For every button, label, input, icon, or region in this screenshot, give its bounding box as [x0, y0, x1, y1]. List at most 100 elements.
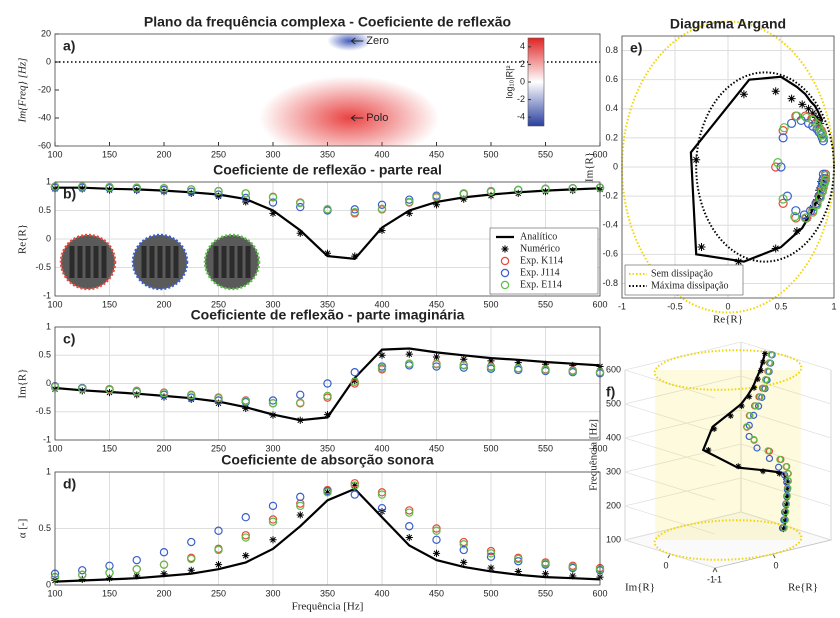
circle-marker: [514, 364, 523, 373]
asterisk-marker: [432, 549, 441, 557]
panel-title: Plano da frequência complexa - Coeficien…: [144, 14, 511, 30]
circle-marker: [750, 411, 758, 419]
asterisk-marker: [187, 566, 195, 574]
y-tick-label: 0.5: [38, 205, 51, 215]
y-tick-label: -0.4: [602, 220, 618, 230]
x-tick-label: 1: [831, 301, 836, 311]
sample-slot: [213, 246, 219, 278]
asterisk-marker: [460, 355, 468, 363]
asterisk-marker: [541, 570, 550, 578]
circle-marker: [784, 470, 792, 478]
colorbar-tick-label: -4: [517, 112, 525, 122]
y-axis-label: Im{R}: [584, 152, 596, 182]
panel-title: Coeficiente de absorção sonora: [221, 452, 434, 468]
circle-marker: [764, 447, 772, 455]
circle-marker: [746, 411, 754, 420]
z-axis-label: Frequência [Hz]: [588, 419, 600, 491]
circle-marker: [784, 484, 792, 492]
x-tick-label: 400: [374, 443, 389, 453]
sample-slot: [237, 246, 243, 278]
cylinder-ring: [653, 519, 803, 561]
circle-marker: [350, 205, 359, 214]
circle-marker: [405, 195, 414, 204]
x-tick-label: 600: [592, 149, 607, 159]
colorbar-label: log₁₀|R|²: [504, 66, 514, 99]
y-tick-label: -20: [38, 84, 51, 94]
y-tick-label: 0.2: [605, 132, 618, 142]
legend-box: [624, 264, 744, 296]
asterisk-marker: [460, 195, 468, 203]
circle-marker: [541, 365, 550, 375]
asterisk-marker: [757, 367, 764, 374]
circle-marker: [323, 379, 332, 388]
circle-marker: [782, 508, 790, 516]
x-tick-label: 550: [538, 588, 553, 598]
x-tick-label: 400: [374, 149, 389, 159]
x-tick-label: 0: [725, 301, 730, 311]
y-tick-label: 0.5: [38, 350, 51, 360]
circle-marker: [432, 535, 441, 545]
sample-slot: [101, 246, 107, 278]
z-tick-label: 200: [606, 500, 621, 510]
circle-marker: [486, 546, 496, 556]
circle-marker: [775, 463, 783, 471]
x-tick-label: 300: [265, 443, 280, 453]
asterisk-marker: [697, 243, 706, 252]
circle-marker: [754, 402, 763, 410]
circle-marker: [820, 171, 831, 181]
circle-marker: [791, 206, 801, 216]
asterisk-marker: [269, 209, 277, 217]
circle-marker: [350, 208, 359, 217]
circle-marker: [812, 120, 822, 130]
asterisk-marker: [734, 257, 743, 266]
annotation-arrow: [350, 37, 364, 45]
circle-marker: [779, 123, 789, 133]
circle-marker: [377, 503, 387, 513]
panel-label: d): [63, 476, 76, 492]
circle-marker: [296, 398, 305, 407]
circle-marker: [268, 399, 278, 408]
sample-slot: [85, 246, 91, 278]
asterisk-marker: [738, 403, 745, 410]
legend-swatch: [500, 268, 510, 278]
asterisk-marker: [735, 463, 742, 470]
asterisk-marker: [514, 567, 522, 576]
y-tick-label: -0.5: [35, 406, 51, 416]
circle-marker: [296, 501, 305, 511]
x-tick-label: 500: [483, 588, 498, 598]
circle-marker: [812, 200, 822, 210]
asterisk-marker: [242, 404, 250, 412]
heat-layer: [259, 34, 440, 146]
asterisk-marker: [815, 186, 824, 195]
circle-marker: [323, 391, 332, 401]
asterisk-marker: [541, 360, 550, 368]
circle-marker: [214, 190, 223, 199]
y-tick-label: -0.8: [602, 278, 618, 288]
panel-label: f): [606, 384, 615, 400]
y-tick-label: 1: [46, 466, 51, 476]
asterisk-marker: [323, 249, 332, 257]
y-axis-label: α [-]: [17, 519, 29, 539]
legend-label: Exp. J114: [520, 267, 560, 278]
circle-marker: [350, 490, 359, 499]
circle-marker: [241, 531, 250, 540]
circle-marker: [323, 205, 332, 214]
circle-marker: [187, 393, 196, 402]
asterisk-marker: [78, 575, 86, 583]
y-tick-label: 20: [41, 28, 51, 38]
y-tick-label: -0.5: [35, 262, 51, 272]
asterisk-marker: [771, 244, 780, 253]
sample-slot: [221, 246, 227, 278]
circle-marker: [296, 492, 305, 502]
x-tick-label: 250: [211, 149, 226, 159]
circle-marker: [782, 463, 790, 471]
circle-marker: [808, 207, 818, 217]
x-tick-label: 600: [592, 299, 607, 309]
circle-marker: [818, 136, 829, 146]
colorbar-tick-label: -2: [517, 94, 525, 104]
asterisk-marker: [751, 384, 758, 391]
asterisk-marker: [761, 350, 768, 357]
circle-marker: [773, 158, 783, 168]
y-axis-label: Im{R}: [17, 368, 29, 398]
circle-marker: [514, 557, 523, 566]
